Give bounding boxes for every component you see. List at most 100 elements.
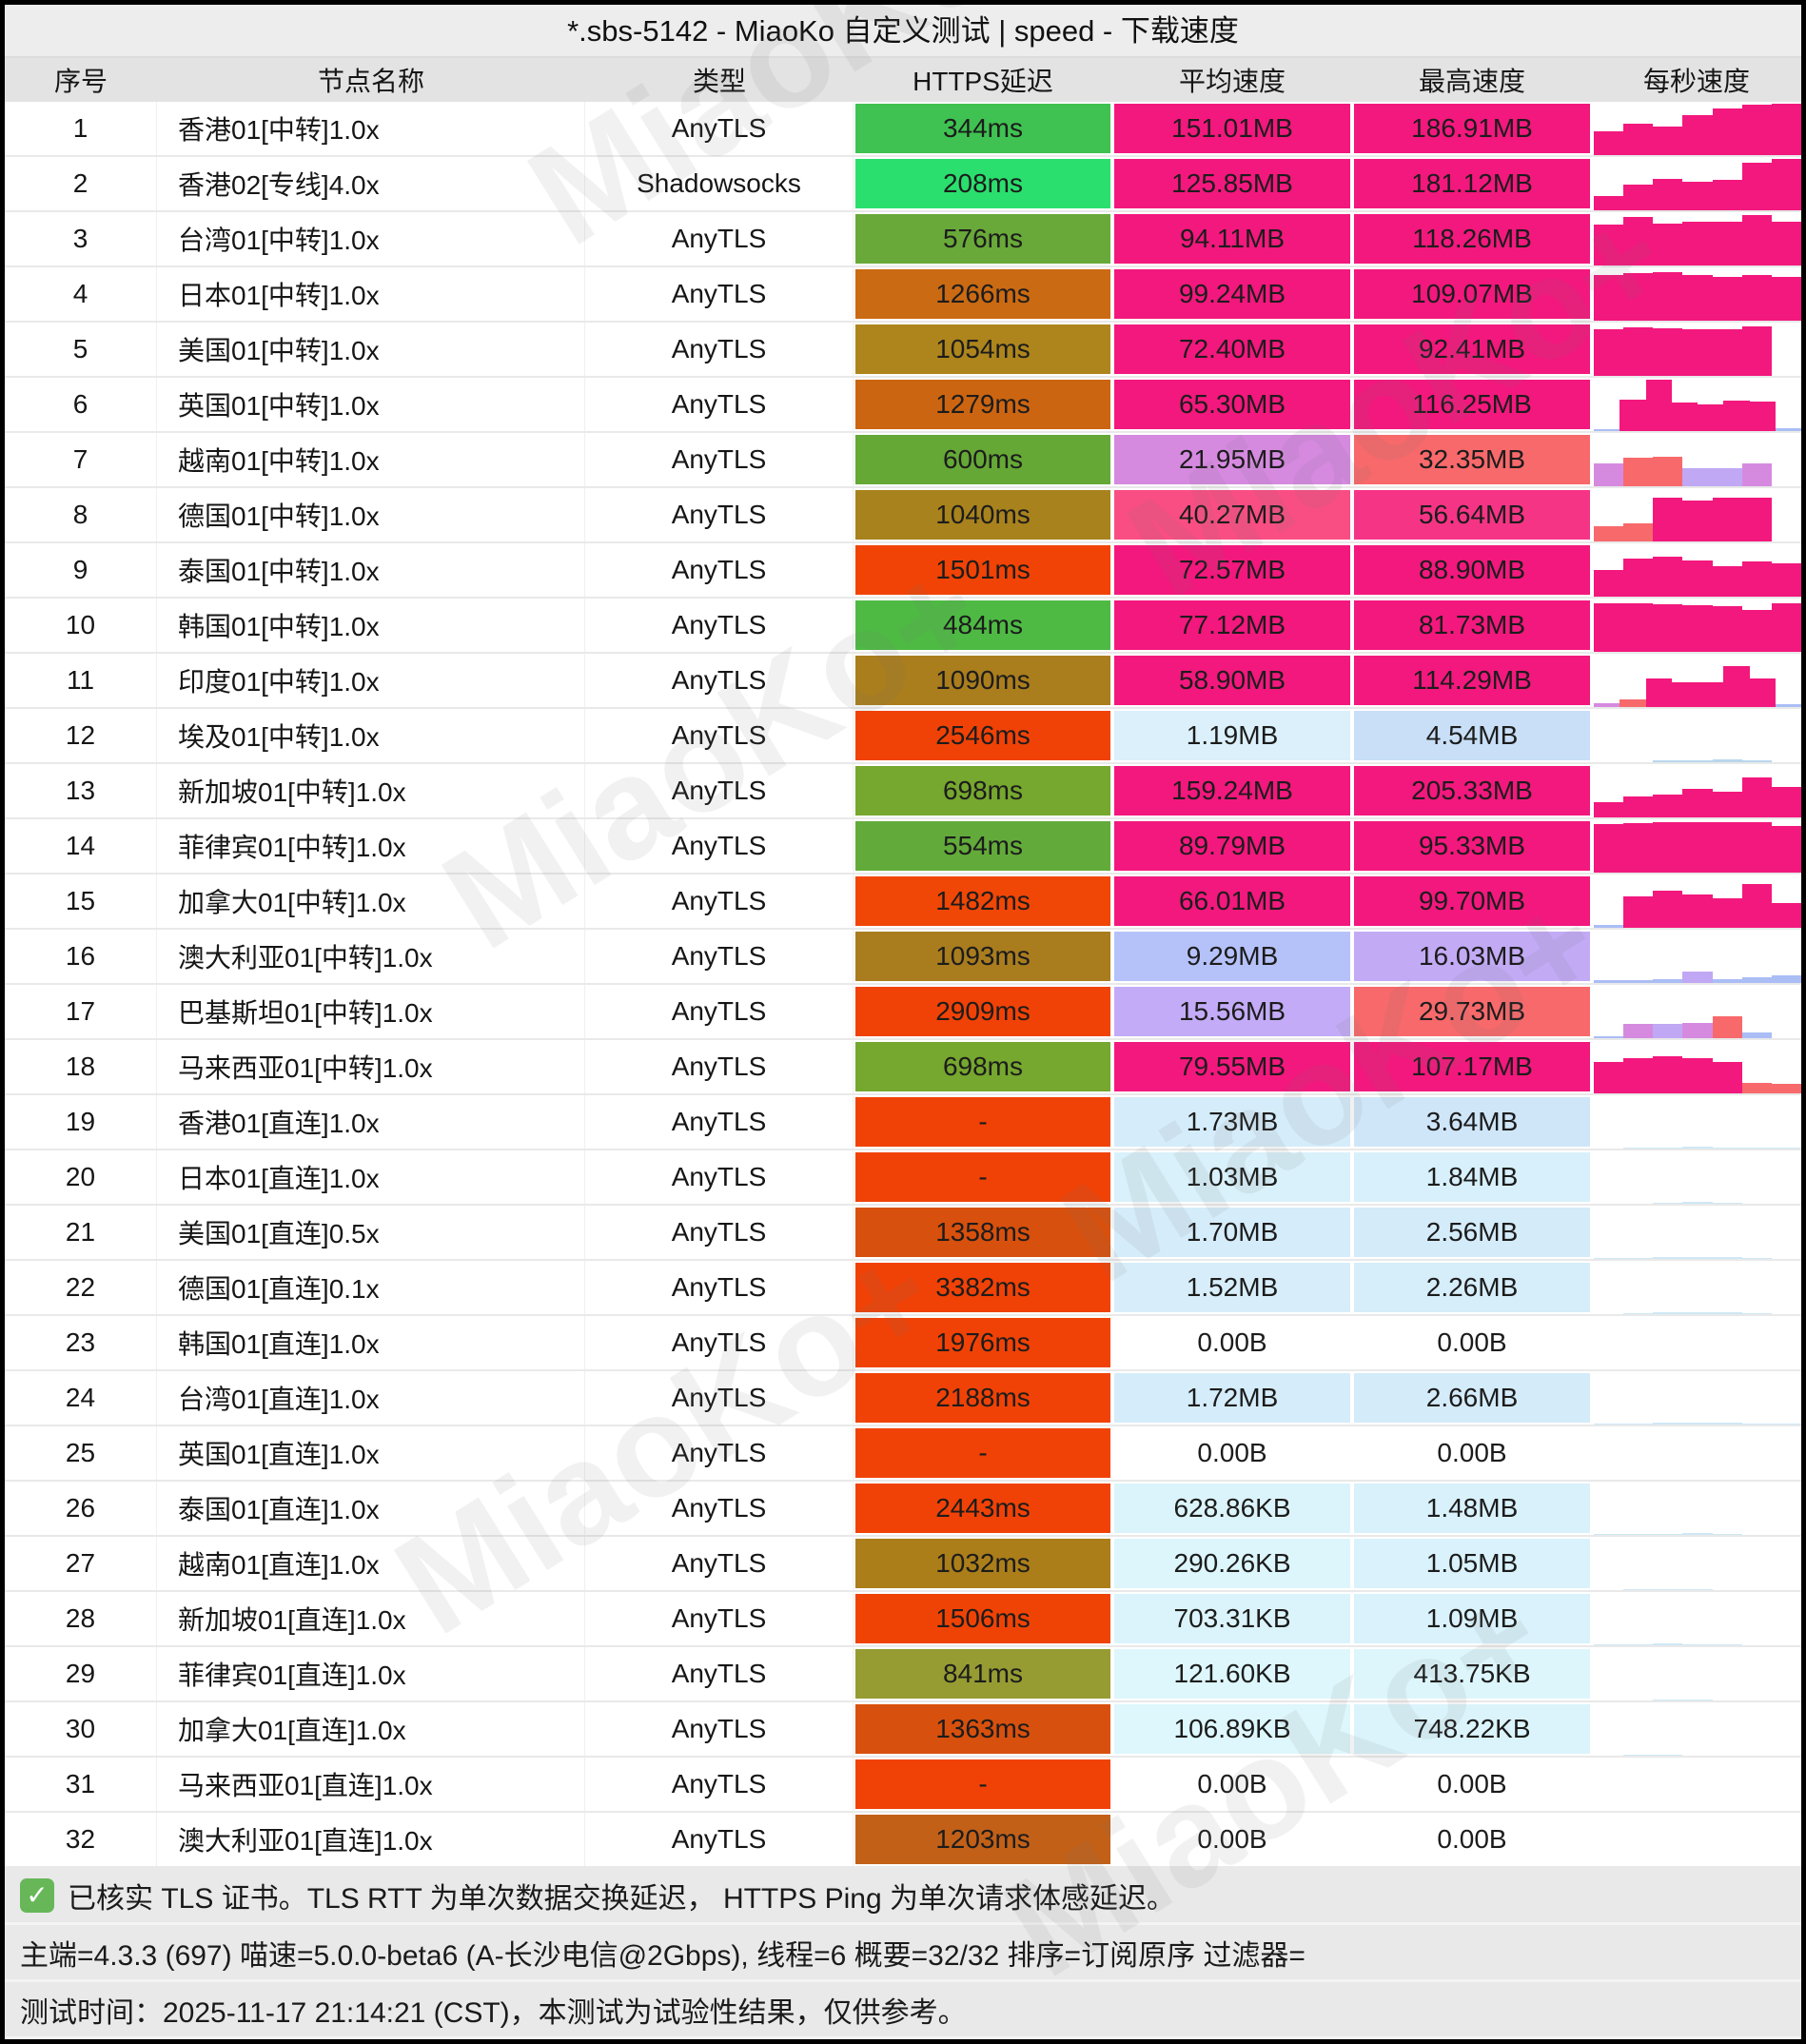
node-type: AnyTLS bbox=[585, 599, 854, 652]
avg-speed-value: 1.73MB bbox=[1114, 1097, 1350, 1147]
sparkline-bar bbox=[1741, 163, 1772, 210]
max-speed-value: 88.90MB bbox=[1354, 545, 1590, 595]
node-name: 英国01[中转]1.0x bbox=[157, 378, 585, 431]
avg-speed-cell: 106.89KB bbox=[1112, 1702, 1352, 1756]
node-name: 日本01[中转]1.0x bbox=[157, 267, 585, 321]
max-speed-cell: 16.03MB bbox=[1352, 930, 1592, 983]
sparkline-bar bbox=[1698, 682, 1724, 707]
sparkline-bar bbox=[1712, 277, 1742, 321]
node-name: 泰国01[中转]1.0x bbox=[157, 543, 585, 597]
sparkline-bar bbox=[1698, 403, 1724, 431]
per-second-sparkline bbox=[1594, 1042, 1801, 1093]
per-second-sparkline bbox=[1594, 656, 1801, 707]
sparkline-bar bbox=[1712, 1533, 1742, 1535]
sparkline-bar bbox=[1682, 1257, 1713, 1259]
sparkline-bar bbox=[1682, 468, 1713, 486]
sparkline-bar bbox=[1712, 822, 1742, 873]
sparkline-bar bbox=[1682, 894, 1713, 928]
sparkline-bar bbox=[1741, 104, 1772, 155]
table-row: 7 越南01[中转]1.0x AnyTLS 600ms 21.95MB 32.35MB bbox=[5, 433, 1801, 488]
latency-cell: - bbox=[854, 1095, 1112, 1149]
avg-speed-value: 94.11MB bbox=[1114, 214, 1350, 264]
max-speed-cell: 1.48MB bbox=[1352, 1482, 1592, 1535]
node-name: 加拿大01[中转]1.0x bbox=[157, 875, 585, 928]
per-second-sparkline bbox=[1594, 435, 1801, 486]
per-second-chart-cell bbox=[1592, 378, 1801, 431]
per-second-chart-cell bbox=[1592, 1647, 1801, 1700]
sparkline-bar bbox=[1771, 602, 1801, 652]
avg-speed-cell: 66.01MB bbox=[1112, 875, 1352, 928]
latency-value: 1054ms bbox=[855, 324, 1110, 374]
report-frame: *.sbs-5142 - MiaoKo 自定义测试 | speed - 下载速度… bbox=[5, 5, 1801, 2039]
sparkline-bar bbox=[1682, 1312, 1713, 1314]
max-speed-value: 205.33MB bbox=[1354, 766, 1590, 816]
sparkline-bar bbox=[1723, 665, 1750, 707]
max-speed-cell: 95.33MB bbox=[1352, 819, 1592, 873]
avg-speed-cell: 9.29MB bbox=[1112, 930, 1352, 983]
max-speed-cell: 4.54MB bbox=[1352, 709, 1592, 762]
latency-cell: 2909ms bbox=[854, 985, 1112, 1038]
max-speed-cell: 2.66MB bbox=[1352, 1371, 1592, 1425]
latency-cell: 1266ms bbox=[854, 267, 1112, 321]
max-speed-cell: 32.35MB bbox=[1352, 433, 1592, 486]
sparkline-bar bbox=[1749, 678, 1776, 707]
sparkline-bar bbox=[1623, 1147, 1654, 1149]
node-type: AnyTLS bbox=[585, 709, 854, 762]
latency-cell: 576ms bbox=[854, 212, 1112, 265]
latency-value: 344ms bbox=[855, 104, 1110, 153]
max-speed-value: 181.12MB bbox=[1354, 159, 1590, 208]
sparkline-bar bbox=[1623, 1257, 1654, 1259]
node-name: 菲律宾01[中转]1.0x bbox=[157, 819, 585, 873]
footer-tls-text: 已核实 TLS 证书。TLS RTT 为单次数据交换延迟， HTTPS Ping… bbox=[68, 1882, 1175, 1915]
node-type: AnyTLS bbox=[585, 1813, 854, 1866]
sparkline-bar bbox=[1653, 223, 1683, 265]
per-second-chart-cell bbox=[1592, 1261, 1801, 1314]
max-speed-value: 109.07MB bbox=[1354, 269, 1590, 319]
node-name: 香港01[直连]1.0x bbox=[157, 1095, 585, 1149]
node-name: 越南01[中转]1.0x bbox=[157, 433, 585, 486]
sparkline-bar bbox=[1712, 978, 1742, 983]
latency-value: 841ms bbox=[855, 1649, 1110, 1699]
avg-speed-value: 15.56MB bbox=[1114, 987, 1350, 1036]
max-speed-value: 2.26MB bbox=[1354, 1263, 1590, 1312]
sparkline-bar bbox=[1741, 822, 1772, 873]
avg-speed-cell: 0.00B bbox=[1112, 1426, 1352, 1480]
latency-value: 3382ms bbox=[855, 1263, 1110, 1312]
sparkline-bar bbox=[1771, 903, 1801, 928]
max-speed-cell: 88.90MB bbox=[1352, 543, 1592, 597]
column-header-latency: HTTPS延迟 bbox=[913, 67, 1053, 96]
avg-speed-value: 125.85MB bbox=[1114, 159, 1350, 208]
latency-value: 484ms bbox=[855, 600, 1110, 650]
per-second-sparkline bbox=[1594, 1263, 1801, 1314]
table-row: 21 美国01[直连]0.5x AnyTLS 1358ms 1.70MB 2.56MB bbox=[5, 1206, 1801, 1261]
avg-speed-cell: 1.70MB bbox=[1112, 1206, 1352, 1259]
node-name: 美国01[中转]1.0x bbox=[157, 323, 585, 376]
sparkline-bar bbox=[1682, 114, 1713, 155]
sparkline-bar bbox=[1594, 195, 1624, 210]
avg-speed-value: 1.72MB bbox=[1114, 1373, 1350, 1423]
latency-value: 1090ms bbox=[855, 656, 1110, 705]
max-speed-value: 107.17MB bbox=[1354, 1042, 1590, 1091]
avg-speed-cell: 0.00B bbox=[1112, 1813, 1352, 1866]
row-index: 29 bbox=[5, 1647, 157, 1700]
sparkline-bar bbox=[1682, 1533, 1713, 1535]
latency-value: 2909ms bbox=[855, 987, 1110, 1036]
max-speed-value: 0.00B bbox=[1354, 1759, 1590, 1809]
per-second-sparkline bbox=[1594, 1318, 1801, 1369]
max-speed-cell: 0.00B bbox=[1352, 1813, 1592, 1866]
column-header-name: 节点名称 bbox=[317, 67, 424, 96]
per-second-chart-cell bbox=[1592, 433, 1801, 486]
latency-value: - bbox=[855, 1097, 1110, 1147]
row-index: 22 bbox=[5, 1261, 157, 1314]
node-name: 巴基斯坦01[中转]1.0x bbox=[157, 985, 585, 1038]
max-speed-cell: 118.26MB bbox=[1352, 212, 1592, 265]
latency-cell: 1363ms bbox=[854, 1702, 1112, 1756]
sparkline-bar bbox=[1620, 699, 1646, 707]
avg-speed-cell: 703.31KB bbox=[1112, 1592, 1352, 1645]
max-speed-value: 92.41MB bbox=[1354, 324, 1590, 374]
node-type: AnyTLS bbox=[585, 1647, 854, 1700]
sparkline-bar bbox=[1594, 525, 1624, 541]
sparkline-bar bbox=[1653, 556, 1683, 597]
sparkline-bar bbox=[1645, 380, 1672, 431]
avg-speed-cell: 159.24MB bbox=[1112, 764, 1352, 817]
